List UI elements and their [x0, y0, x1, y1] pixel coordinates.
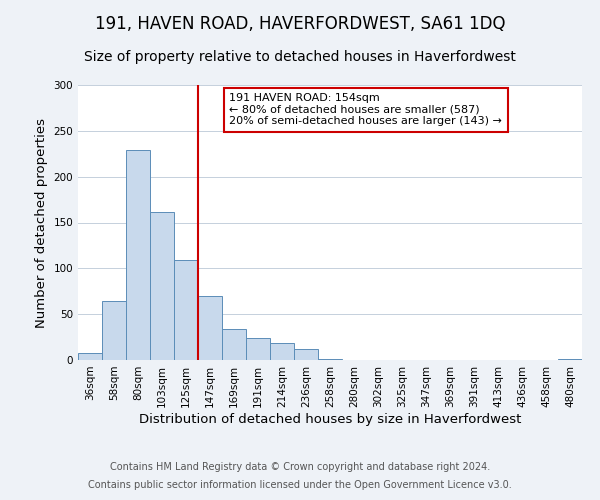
Bar [222, 329, 246, 360]
Bar [174, 260, 198, 360]
Bar [294, 349, 318, 360]
Text: Size of property relative to detached houses in Haverfordwest: Size of property relative to detached ho… [84, 50, 516, 64]
Bar [318, 359, 342, 360]
Bar [78, 352, 102, 360]
Bar [102, 302, 126, 360]
Text: 191, HAVEN ROAD, HAVERFORDWEST, SA61 1DQ: 191, HAVEN ROAD, HAVERFORDWEST, SA61 1DQ [95, 15, 505, 33]
Text: Contains HM Land Registry data © Crown copyright and database right 2024.: Contains HM Land Registry data © Crown c… [110, 462, 490, 472]
Bar [126, 150, 150, 360]
Bar [150, 212, 174, 360]
Bar [198, 296, 222, 360]
Bar [270, 342, 294, 360]
Y-axis label: Number of detached properties: Number of detached properties [35, 118, 48, 328]
Text: 191 HAVEN ROAD: 154sqm
← 80% of detached houses are smaller (587)
20% of semi-de: 191 HAVEN ROAD: 154sqm ← 80% of detached… [229, 93, 502, 126]
X-axis label: Distribution of detached houses by size in Haverfordwest: Distribution of detached houses by size … [139, 412, 521, 426]
Bar [558, 359, 582, 360]
Text: Contains public sector information licensed under the Open Government Licence v3: Contains public sector information licen… [88, 480, 512, 490]
Bar [246, 338, 270, 360]
